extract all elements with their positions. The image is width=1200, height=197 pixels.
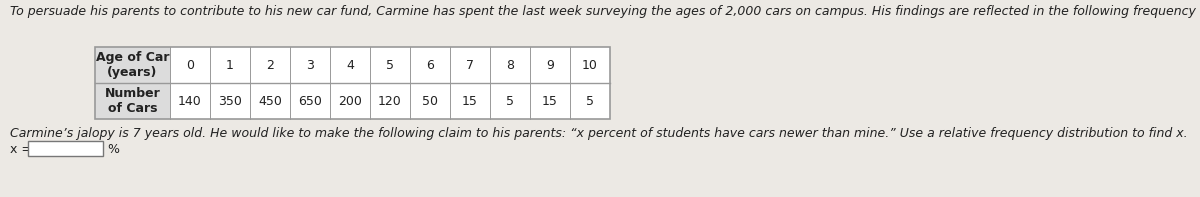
Text: 5: 5 xyxy=(386,59,394,72)
Text: 5: 5 xyxy=(586,95,594,108)
Text: 15: 15 xyxy=(462,95,478,108)
Text: 0: 0 xyxy=(186,59,194,72)
Bar xyxy=(95,83,170,119)
Text: x =: x = xyxy=(10,143,36,156)
Text: 7: 7 xyxy=(466,59,474,72)
Text: 9: 9 xyxy=(546,59,554,72)
Text: %: % xyxy=(107,143,119,156)
Text: Age of Car
(years): Age of Car (years) xyxy=(96,51,169,79)
Text: 450: 450 xyxy=(258,95,282,108)
Bar xyxy=(95,47,170,83)
Bar xyxy=(95,47,610,119)
Text: 50: 50 xyxy=(422,95,438,108)
Text: Carmine’s jalopy is 7 years old. He would like to make the following claim to hi: Carmine’s jalopy is 7 years old. He woul… xyxy=(10,127,1188,140)
Text: 10: 10 xyxy=(582,59,598,72)
Text: 4: 4 xyxy=(346,59,354,72)
Text: 8: 8 xyxy=(506,59,514,72)
Text: 6: 6 xyxy=(426,59,434,72)
Text: Number
of Cars: Number of Cars xyxy=(104,87,161,115)
Text: 3: 3 xyxy=(306,59,314,72)
Text: 15: 15 xyxy=(542,95,558,108)
Text: 5: 5 xyxy=(506,95,514,108)
Bar xyxy=(95,47,610,119)
Text: 120: 120 xyxy=(378,95,402,108)
Text: 1: 1 xyxy=(226,59,234,72)
Bar xyxy=(28,141,103,156)
Text: 2: 2 xyxy=(266,59,274,72)
Text: 140: 140 xyxy=(178,95,202,108)
Text: 650: 650 xyxy=(298,95,322,108)
Text: To persuade his parents to contribute to his new car fund, Carmine has spent the: To persuade his parents to contribute to… xyxy=(10,5,1200,18)
Text: 350: 350 xyxy=(218,95,242,108)
Text: 200: 200 xyxy=(338,95,362,108)
